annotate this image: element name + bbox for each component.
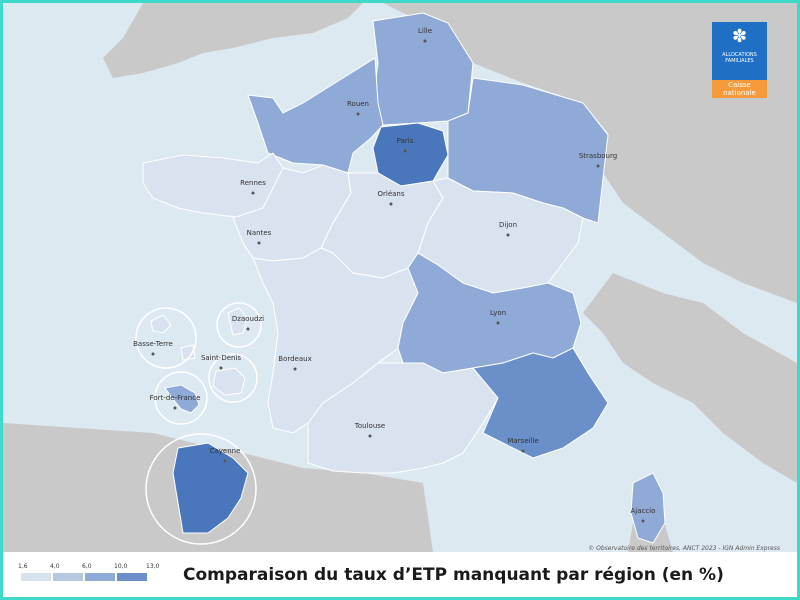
city-label-orleans: Orléans [377,190,404,198]
logo-line3: Caisse [728,81,751,89]
city-label-paris: Paris [397,137,414,145]
legend-swatch [116,572,148,582]
city-marker-rouen [356,112,360,116]
map-title: Comparaison du taux d’ETP manquant par r… [183,565,724,585]
legend-tick-label: 1,6 [18,563,28,570]
city-marker-rennes [251,191,255,195]
city-label-marseille: Marseille [507,437,538,445]
map-credit: © Observatoire des territoires, ANCT 202… [588,545,780,552]
legend-tick-label: 10,0 [114,563,128,570]
region-la-reunion [212,367,246,396]
logo-line4: nationale [723,89,756,97]
legend-tick-label: 4,0 [50,563,60,570]
city-marker-strasbourg [596,164,600,168]
city-marker-cayenne [223,459,227,463]
city-label-lyon: Lyon [490,309,506,317]
italy-landmass [583,273,797,483]
city-marker-lille [423,39,427,43]
city-label-nantes: Nantes [247,229,272,237]
region-martinique [164,384,200,414]
overseas-inset-circle [216,302,262,348]
city-marker-bordeaux [293,367,297,371]
overseas-inset-circle [135,307,197,369]
region-bourgogne-franche-comte [417,177,584,294]
city-label-rouen: Rouen [347,100,369,108]
region-corse [630,472,666,544]
belgium-germany-landmass [383,3,797,303]
city-marker-orleans [389,202,393,206]
overseas-inset-circle [154,371,208,425]
city-label-dzaoudzi: Dzaoudzi [232,315,264,323]
city-label-dijon: Dijon [499,221,517,229]
city-marker-ajaccio [641,519,645,523]
legend: 1,6 4,0 6,0 10,0 13,0 [18,563,160,585]
legend-tick-label: 13,0 [146,563,160,570]
city-label-saint-denis: Saint-Denis [201,354,241,362]
legend-swatch [20,572,52,582]
region-mayotte [227,307,248,336]
legend-tick-label: 6,0 [82,563,92,570]
city-label-ajaccio: Ajaccio [631,507,656,515]
city-marker-toulouse [368,434,372,438]
city-marker-fort-de-france [173,406,177,410]
city-marker-saint-denis [219,366,223,370]
city-label-rennes: Rennes [240,179,266,187]
region-guyane [172,442,249,534]
family-icon: ✽ [731,26,748,47]
city-marker-lyon [496,321,500,325]
overseas-inset-circle [208,353,258,403]
logo-line1: ALLOCATIONS [722,52,757,58]
city-marker-marseille [521,449,525,453]
region-provence-alpes-cote-dazur [472,347,609,459]
city-marker-dzaoudzi [246,327,250,331]
region-normandie [247,57,384,174]
city-marker-paris [403,149,407,153]
city-label-basse-terre: Basse-Terre [133,340,173,348]
uk-landmass [103,3,363,78]
city-label-fort-de-france: Fort-de-France [150,394,201,402]
city-label-toulouse: Toulouse [354,422,385,430]
city-label-cayenne: Cayenne [210,447,241,455]
city-marker-dijon [506,233,510,237]
city-label-bordeaux: Bordeaux [278,355,311,363]
region-occitanie [307,362,499,474]
city-marker-basse-terre [151,352,155,356]
legend-swatch [84,572,116,582]
city-marker-nantes [257,241,261,245]
legend-swatch [52,572,84,582]
logo-line2: FAMILIALES [725,58,754,64]
overseas-inset-circle [145,433,257,545]
choropleth-map: Lille Rouen Paris Strasbourg Rennes Orléans Na… [3,3,797,552]
region-guadeloupe [150,314,196,361]
caf-logo: ✽ ALLOCATIONS FAMILIALES Caisse national… [712,22,767,98]
city-label-lille: Lille [418,27,432,35]
city-label-strasbourg: Strasbourg [579,152,617,160]
